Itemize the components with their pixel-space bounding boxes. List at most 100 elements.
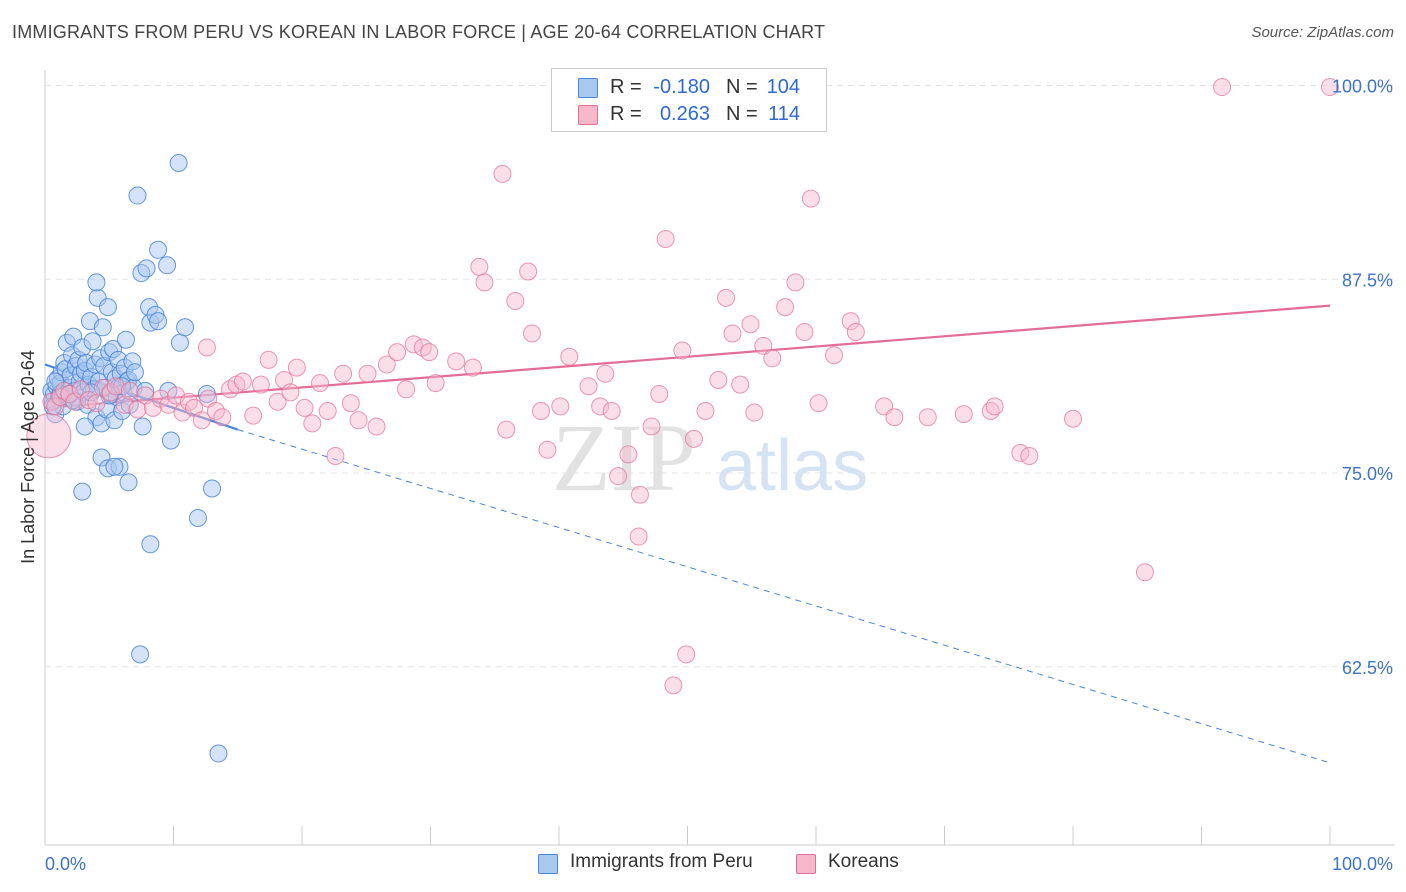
korean-point bbox=[46, 397, 65, 416]
korean-point bbox=[1020, 446, 1039, 465]
korean-point bbox=[334, 364, 353, 383]
legend-n-value: 114 bbox=[768, 103, 800, 125]
korean-point bbox=[560, 347, 579, 366]
korean-point bbox=[673, 341, 692, 360]
korean-point bbox=[213, 408, 232, 427]
korean-point bbox=[349, 411, 368, 430]
peru-point bbox=[149, 240, 168, 259]
korean-point bbox=[281, 383, 300, 402]
korean-point bbox=[538, 440, 557, 459]
korean-point bbox=[463, 358, 482, 377]
peru-point bbox=[87, 273, 106, 292]
peru-point bbox=[83, 332, 102, 351]
peru-point bbox=[141, 535, 160, 554]
tick-labels: 62.5% 75.0% 87.5% 100.0% 0.0% 100.0% bbox=[45, 77, 1393, 875]
korean-point bbox=[1135, 563, 1154, 582]
korean-point bbox=[684, 429, 703, 448]
peru-point bbox=[158, 256, 177, 275]
bottom-legend-swatch-korean bbox=[796, 854, 816, 874]
korean-point bbox=[326, 446, 345, 465]
korean-point bbox=[87, 394, 106, 413]
korean-point bbox=[268, 392, 287, 411]
korean-point bbox=[786, 273, 805, 292]
korean-point bbox=[377, 355, 396, 374]
korean-point bbox=[741, 315, 760, 334]
y-tick-label: 75.0% bbox=[1342, 464, 1393, 484]
korean-point bbox=[841, 312, 860, 331]
legend-r-label: R = bbox=[610, 76, 642, 98]
korean-point bbox=[233, 372, 252, 391]
korean-point bbox=[596, 364, 615, 383]
korean-point bbox=[523, 324, 542, 343]
korean-point bbox=[447, 352, 466, 371]
korean-point bbox=[358, 364, 377, 383]
bottom-legend-label-korean: Koreans bbox=[828, 851, 899, 872]
korean-point bbox=[1064, 409, 1082, 428]
korean-point bbox=[303, 414, 322, 433]
peru-point bbox=[161, 431, 180, 450]
peru-point bbox=[119, 473, 138, 492]
korean-point bbox=[846, 322, 865, 341]
peru-point bbox=[116, 330, 135, 349]
korean-point bbox=[470, 257, 489, 276]
bottom-legend-swatch-peru bbox=[538, 854, 558, 874]
korean-point bbox=[420, 343, 439, 362]
legend-r-value: -0.180 bbox=[653, 76, 710, 98]
korean-point bbox=[493, 164, 512, 183]
korean-point bbox=[397, 380, 416, 399]
legend-row-korean: R = 0.263 N = 114 bbox=[552, 100, 826, 128]
korean-point bbox=[143, 398, 162, 417]
korean-point bbox=[388, 343, 407, 362]
peru-point bbox=[98, 298, 117, 317]
korean-point bbox=[318, 402, 337, 420]
peru-point bbox=[136, 381, 155, 400]
korean-point bbox=[763, 349, 782, 368]
korean-point bbox=[26, 413, 72, 459]
watermark-zip: ZIP bbox=[552, 404, 696, 511]
korean-point bbox=[159, 395, 178, 414]
watermark-atlas: atlas bbox=[716, 426, 868, 506]
korean-point bbox=[985, 397, 1004, 416]
korean-point bbox=[128, 400, 147, 419]
korean-point bbox=[475, 273, 494, 292]
korean-point bbox=[795, 322, 814, 341]
legend-swatch-korean bbox=[578, 105, 598, 125]
x-tick-label-start: 0.0% bbox=[45, 854, 86, 874]
korean-point bbox=[602, 402, 621, 420]
series-korean-points bbox=[26, 78, 1339, 695]
korean-point bbox=[295, 398, 314, 417]
korean-point bbox=[106, 377, 125, 396]
correlation-legend: R = -0.180 N = 104 R = 0.263 N = 114 bbox=[551, 68, 827, 132]
chart-title: IMMIGRANTS FROM PERU VS KOREAN IN LABOR … bbox=[12, 22, 826, 42]
korean-point bbox=[579, 377, 598, 396]
korean-point bbox=[650, 384, 669, 403]
korean-point bbox=[731, 375, 750, 394]
korean-point bbox=[709, 371, 728, 389]
korean-point bbox=[717, 288, 736, 307]
korean-point bbox=[776, 298, 795, 317]
legend-r-label: R = bbox=[610, 103, 642, 125]
korean-point bbox=[824, 346, 843, 365]
korean-point bbox=[745, 403, 764, 422]
legend-n-value: 104 bbox=[766, 76, 800, 98]
y-axis-label: In Labor Force | Age 20-64 bbox=[18, 350, 38, 564]
peru-point bbox=[149, 312, 168, 331]
peru-point bbox=[203, 479, 222, 498]
peru-point bbox=[209, 744, 228, 763]
korean-point bbox=[629, 527, 648, 546]
korean-point bbox=[656, 229, 675, 248]
korean-point bbox=[532, 402, 551, 420]
peru-point bbox=[133, 417, 152, 436]
y-tick-label: 62.5% bbox=[1342, 658, 1393, 678]
legend-row-peru: R = -0.180 N = 104 bbox=[552, 73, 826, 101]
korean-point bbox=[918, 408, 937, 427]
korean-point bbox=[367, 417, 386, 436]
korean-point bbox=[426, 374, 445, 393]
peru-point bbox=[188, 508, 207, 527]
korean-point bbox=[192, 411, 211, 430]
korean-point bbox=[173, 403, 192, 422]
peru-point bbox=[128, 186, 147, 205]
korean-point bbox=[1213, 78, 1232, 97]
korean-point bbox=[885, 408, 904, 427]
peru-point bbox=[93, 318, 112, 337]
